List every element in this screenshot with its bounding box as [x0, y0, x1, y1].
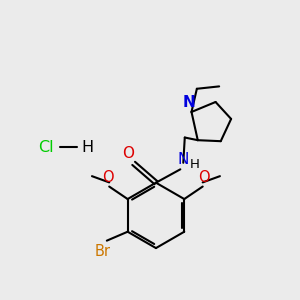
Text: N: N [178, 152, 189, 167]
Text: H: H [190, 158, 200, 171]
Text: O: O [102, 170, 114, 185]
Text: Cl: Cl [38, 140, 54, 154]
Text: H: H [81, 140, 93, 154]
Text: O: O [198, 170, 210, 185]
Text: N: N [183, 95, 196, 110]
Text: O: O [122, 146, 134, 161]
Text: Br: Br [95, 244, 111, 259]
